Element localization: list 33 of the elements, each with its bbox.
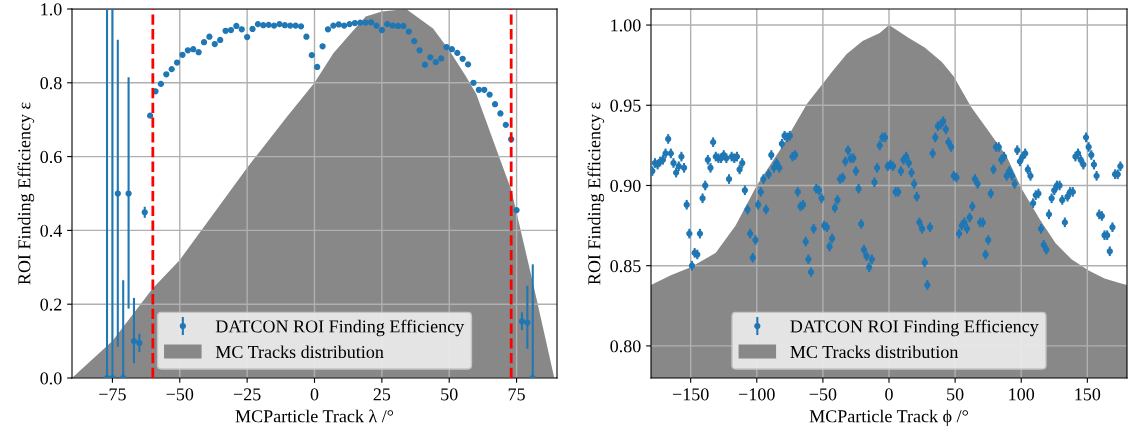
x-tick-label: 100 bbox=[1009, 388, 1035, 401]
x-tick-label: 25 bbox=[373, 388, 391, 401]
x-tick-label: −150 bbox=[672, 388, 709, 401]
y-axis-title: ROI Finding Efficiency ε bbox=[17, 102, 35, 285]
x-tick-label: 150 bbox=[1075, 388, 1101, 401]
x-tick-label: 75 bbox=[508, 388, 525, 401]
legend-label: DATCON ROI Finding Efficiency bbox=[215, 319, 465, 337]
y-tick-label: 0.2 bbox=[40, 298, 62, 311]
legend-label: DATCON ROI Finding Efficiency bbox=[790, 319, 1039, 337]
y-axis-title: ROI Finding Efficiency ε bbox=[587, 102, 605, 285]
y-tick-label: 1.0 bbox=[41, 3, 62, 16]
y-tick-label: 0.90 bbox=[610, 179, 641, 192]
x-tick-label: −25 bbox=[233, 388, 261, 401]
x-axis-title: MCParticle Track λ /° bbox=[235, 409, 394, 423]
y-tick-label: 1.00 bbox=[611, 19, 641, 32]
y-tick-label: 0.80 bbox=[610, 340, 641, 353]
x-tick-label: 50 bbox=[947, 388, 964, 401]
x-tick-label: 50 bbox=[441, 388, 458, 401]
x-tick-label: 0 bbox=[885, 388, 893, 401]
x-tick-label: −50 bbox=[809, 388, 837, 401]
x-axis-title: MCParticle Track ϕ /° bbox=[809, 409, 968, 427]
legend-label: MC Tracks distribution bbox=[215, 345, 384, 359]
x-tick-label: −50 bbox=[166, 388, 194, 401]
x-tick-label: −100 bbox=[739, 388, 775, 401]
y-tick-label: 0.4 bbox=[40, 224, 62, 237]
y-tick-label: 0.85 bbox=[610, 259, 641, 273]
y-tick-label: 0.95 bbox=[610, 99, 641, 112]
y-tick-label: 0.6 bbox=[40, 150, 62, 164]
x-tick-label: −75 bbox=[99, 388, 126, 401]
y-tick-label: 0.8 bbox=[40, 77, 62, 90]
x-tick-label: 0 bbox=[310, 388, 319, 401]
y-tick-label: 0.0 bbox=[40, 372, 62, 385]
legend-label: MC Tracks distribution bbox=[790, 345, 959, 359]
